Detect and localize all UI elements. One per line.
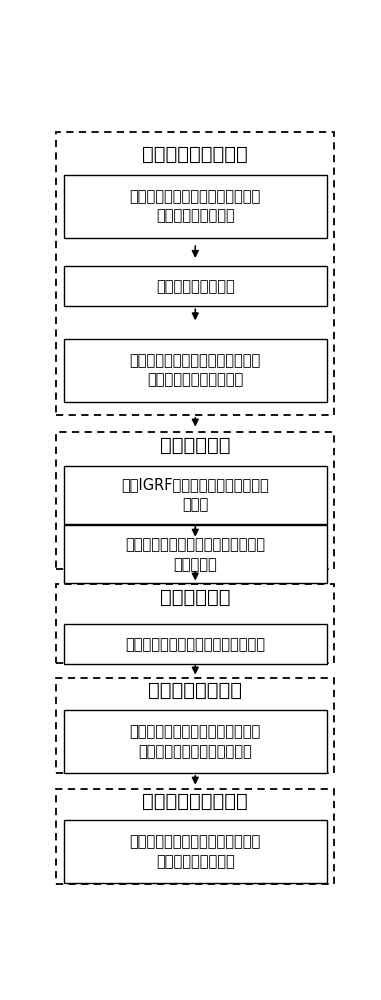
Text: 根据加权系数计算公式计算加权系数: 根据加权系数计算公式计算加权系数 bbox=[125, 637, 265, 652]
Bar bbox=[56, 132, 334, 415]
Text: 根据主磁场和磁化率分布计算目标区
域磁化强度: 根据主磁场和磁化率分布计算目标区 域磁化强度 bbox=[125, 537, 265, 572]
Bar bbox=[56, 432, 334, 569]
Bar bbox=[64, 710, 327, 773]
Bar bbox=[64, 266, 327, 306]
Bar bbox=[64, 175, 327, 238]
Bar bbox=[56, 678, 334, 773]
Bar bbox=[64, 466, 327, 524]
Text: 根据二度体截面形状和磁化率分布
设置剖分小矩形磁化率值: 根据二度体截面形状和磁化率分布 设置剖分小矩形磁化率值 bbox=[130, 353, 261, 388]
Text: 磁化强度计算: 磁化强度计算 bbox=[160, 436, 231, 455]
Bar bbox=[56, 584, 334, 663]
Text: 调用快速一维离散卷积算法，实现
磁化强度与加权系数卷积计算: 调用快速一维离散卷积算法，实现 磁化强度与加权系数卷积计算 bbox=[130, 724, 261, 759]
Text: 设定剖分小矩形个数: 设定剖分小矩形个数 bbox=[156, 279, 235, 294]
Text: 复杂二度体模型表示: 复杂二度体模型表示 bbox=[142, 145, 248, 164]
Bar bbox=[64, 525, 327, 583]
Bar bbox=[64, 624, 327, 664]
Bar bbox=[56, 789, 334, 884]
Text: 根据研究区域设定矩形几何尺寸，
给定井中观测点坐标: 根据研究区域设定矩形几何尺寸， 给定井中观测点坐标 bbox=[130, 189, 261, 224]
Text: 一维离散卷积计算: 一维离散卷积计算 bbox=[148, 681, 242, 700]
Text: 加权系数计算: 加权系数计算 bbox=[160, 588, 231, 607]
Text: 各层离散卷积计算结果累加，得到
井中磁场梯度张量值: 各层离散卷积计算结果累加，得到 井中磁场梯度张量值 bbox=[130, 834, 261, 869]
Text: 根据IGRF地磁场模型计算目标区域
主磁场: 根据IGRF地磁场模型计算目标区域 主磁场 bbox=[122, 478, 269, 512]
Bar bbox=[64, 820, 327, 883]
Bar bbox=[64, 339, 327, 402]
Text: 磁场梯度张量值合成: 磁场梯度张量值合成 bbox=[142, 792, 248, 811]
